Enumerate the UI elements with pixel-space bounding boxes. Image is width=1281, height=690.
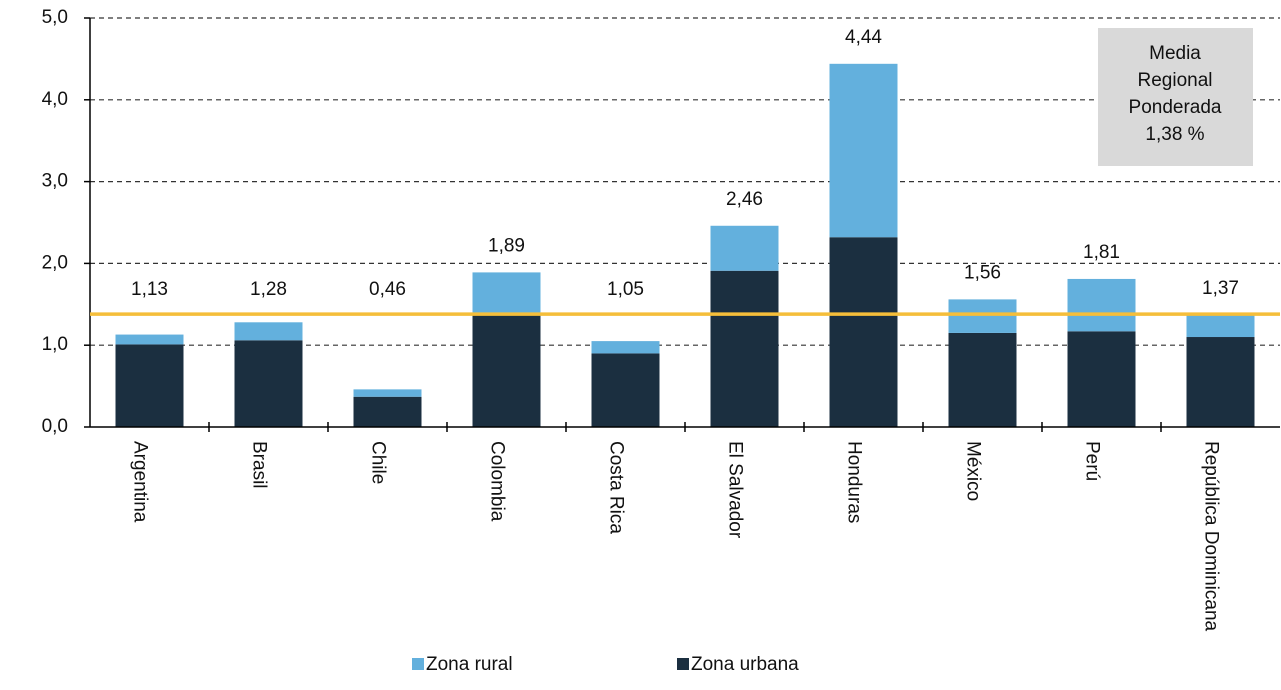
data-label: 1,89: [488, 235, 525, 256]
data-label: 1,28: [250, 279, 287, 300]
bar-segment: [1186, 314, 1255, 338]
bar-segment: [472, 312, 541, 427]
legend-label: Zona urbana: [691, 654, 799, 675]
y-tick-label: 5,0: [42, 7, 68, 28]
data-label: 1,13: [131, 279, 168, 300]
x-tick-label: México: [962, 441, 983, 501]
y-tick-label: 4,0: [42, 89, 68, 110]
annotation-text: 1,38 %: [1145, 124, 1204, 145]
y-tick-label: 1,0: [42, 334, 68, 355]
bar-segment: [1067, 278, 1136, 332]
bar-segment: [710, 225, 779, 271]
data-label: 1,37: [1202, 278, 1239, 299]
y-tick-label: 3,0: [42, 171, 68, 192]
x-tick-label: República Dominicana: [1200, 441, 1221, 632]
legend-label: Zona rural: [426, 654, 513, 675]
x-tick-label: Honduras: [843, 441, 864, 523]
bar-segment: [591, 353, 660, 427]
bar-segment: [1067, 331, 1136, 427]
x-tick-label: Colombia: [486, 441, 507, 522]
bar-segment: [234, 322, 303, 341]
bar-segment: [353, 389, 422, 397]
data-label: 1,05: [607, 279, 644, 300]
bar-segment: [234, 340, 303, 427]
y-tick-label: 0,0: [42, 416, 68, 437]
bar-segment: [948, 299, 1017, 333]
x-tick-label: Perú: [1081, 441, 1102, 481]
annotation-text: Media: [1149, 43, 1201, 64]
x-tick-label: Costa Rica: [605, 441, 626, 534]
y-tick-label: 2,0: [42, 252, 68, 273]
annotation-box: [1098, 28, 1253, 166]
bar-segment: [1186, 337, 1255, 427]
annotation-text: Ponderada: [1129, 97, 1222, 118]
legend-swatch: [677, 658, 689, 670]
bar-segment: [829, 237, 898, 427]
data-label: 1,81: [1083, 242, 1120, 263]
bar-segment: [829, 63, 898, 238]
bar-segment: [115, 334, 184, 345]
x-tick-label: Chile: [367, 441, 388, 484]
legend-swatch: [412, 658, 424, 670]
x-tick-label: Brasil: [248, 441, 269, 489]
data-label: 0,46: [369, 279, 406, 300]
bar-segment: [353, 396, 422, 427]
bar-segment: [472, 272, 541, 313]
bar-segment: [591, 341, 660, 354]
bar-segment: [115, 344, 184, 427]
x-tick-label: El Salvador: [724, 441, 745, 539]
annotation-text: Regional: [1138, 70, 1213, 91]
data-label: 2,46: [726, 189, 763, 210]
bar-segment: [710, 270, 779, 427]
data-label: 4,44: [845, 27, 882, 48]
data-label: 1,56: [964, 262, 1001, 283]
x-tick-label: Argentina: [129, 441, 150, 523]
bar-segment: [948, 332, 1017, 427]
